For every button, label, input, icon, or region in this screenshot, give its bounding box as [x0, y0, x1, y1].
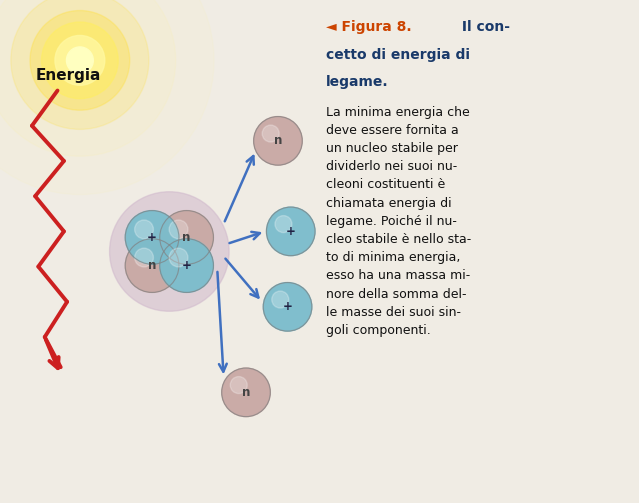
Ellipse shape [42, 22, 118, 99]
Ellipse shape [169, 220, 188, 239]
Text: cetto di energia di: cetto di energia di [326, 48, 470, 62]
Ellipse shape [160, 211, 213, 264]
Ellipse shape [66, 47, 93, 74]
Text: La minima energia che
deve essere fornita a
un nucleo stabile per
dividerlo nei : La minima energia che deve essere fornit… [326, 106, 471, 337]
Text: Energia: Energia [35, 68, 100, 83]
Ellipse shape [222, 368, 270, 416]
Ellipse shape [125, 211, 179, 264]
Ellipse shape [262, 125, 279, 142]
Ellipse shape [254, 117, 302, 165]
Ellipse shape [135, 220, 153, 239]
Text: n: n [242, 386, 250, 399]
Text: +: + [147, 231, 157, 244]
Ellipse shape [0, 0, 176, 156]
Text: n: n [148, 259, 157, 272]
Text: legame.: legame. [326, 75, 389, 90]
Ellipse shape [160, 239, 213, 292]
Text: +: + [286, 225, 296, 238]
Text: Il con-: Il con- [457, 20, 510, 34]
Text: +: + [181, 259, 192, 272]
Ellipse shape [11, 0, 149, 129]
Ellipse shape [0, 0, 214, 195]
Ellipse shape [169, 248, 188, 267]
Ellipse shape [135, 248, 153, 267]
Ellipse shape [110, 192, 229, 311]
Ellipse shape [263, 283, 312, 331]
Ellipse shape [30, 11, 130, 110]
Ellipse shape [55, 35, 105, 86]
Ellipse shape [230, 377, 247, 393]
Text: ◄ Figura 8.: ◄ Figura 8. [326, 20, 412, 34]
Ellipse shape [275, 216, 292, 232]
Ellipse shape [125, 239, 179, 292]
Ellipse shape [272, 291, 289, 308]
Text: n: n [273, 134, 282, 147]
Text: n: n [182, 231, 191, 244]
Text: +: + [282, 300, 293, 313]
Ellipse shape [266, 207, 315, 256]
